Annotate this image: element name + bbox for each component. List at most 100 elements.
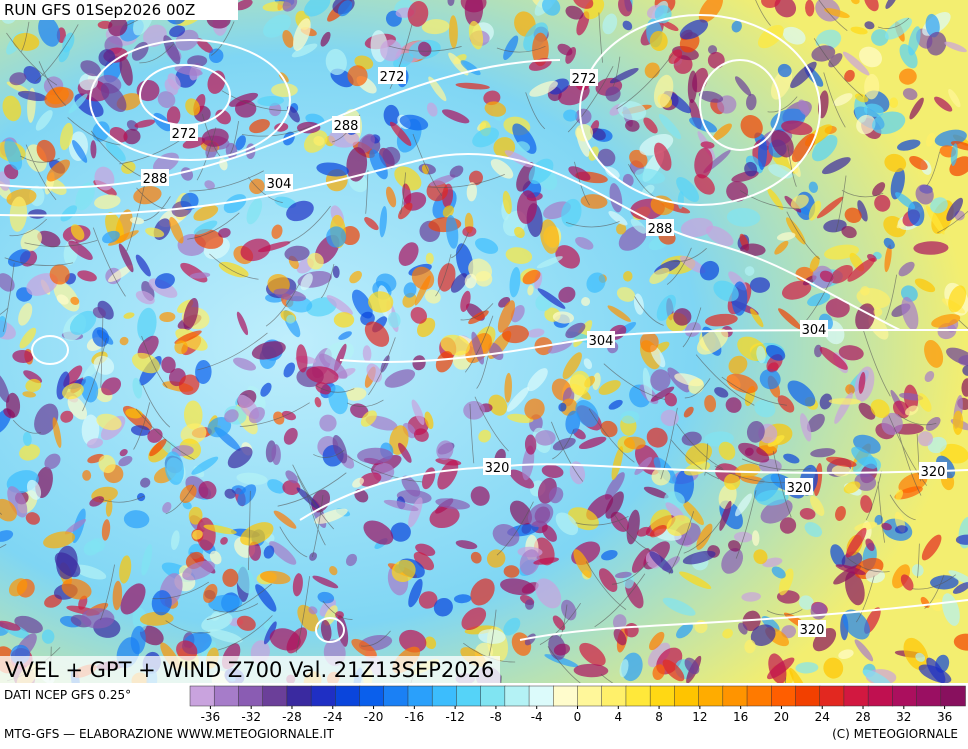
field-blob — [909, 97, 924, 120]
field-blob — [650, 386, 675, 402]
field-blob — [864, 0, 879, 12]
field-blob — [174, 65, 203, 76]
field-blob — [182, 560, 215, 581]
footer-left: MTG-GFS — ELABORAZIONE WWW.METEOGIORNALE… — [4, 727, 335, 741]
field-blob — [541, 464, 564, 478]
field-blob — [357, 447, 393, 464]
streamline — [525, 92, 546, 130]
field-blob — [898, 68, 917, 85]
colorbar-swatch — [601, 685, 627, 707]
contour-label: 304 — [802, 323, 827, 338]
field-blob — [6, 81, 30, 94]
field-blob — [246, 198, 263, 225]
field-blob — [516, 190, 537, 224]
field-blob — [808, 200, 822, 221]
field-blob — [552, 311, 575, 324]
field-blob — [9, 72, 27, 86]
field-blob — [453, 594, 472, 604]
field-blob — [642, 367, 653, 402]
field-blob — [597, 148, 616, 167]
field-blob — [646, 427, 668, 448]
colorbar-tick-label: 12 — [692, 710, 707, 724]
field-blob — [634, 168, 666, 184]
field-blob — [176, 640, 198, 661]
field-blob — [847, 257, 876, 282]
field-blob — [90, 140, 97, 159]
field-blob — [119, 56, 133, 86]
field-blob — [948, 285, 967, 313]
field-blob — [9, 196, 28, 232]
streamline — [313, 449, 345, 458]
field-blob — [359, 472, 382, 487]
field-blob — [753, 549, 768, 565]
field-blob — [953, 633, 968, 651]
field-blob — [808, 181, 819, 193]
field-blob — [64, 518, 87, 535]
field-blob — [614, 571, 632, 579]
field-blob — [162, 502, 172, 513]
field-blob — [625, 119, 640, 132]
contour-label: 272 — [172, 127, 197, 142]
field-blob — [704, 395, 717, 413]
field-blob — [810, 448, 836, 458]
field-blob — [240, 522, 274, 546]
streamline — [755, 0, 771, 26]
contour-labels: 272 272 272 288 288 304 288 304 304 320 320 320 320 — [141, 67, 947, 638]
field-blob — [188, 506, 203, 525]
streamline — [496, 501, 534, 556]
field-blob — [130, 625, 146, 655]
field-blob — [319, 414, 337, 432]
streamline — [152, 581, 210, 600]
field-blob — [860, 286, 870, 296]
streamline — [189, 170, 264, 192]
field-blob — [917, 431, 933, 447]
field-blob — [227, 446, 253, 469]
field-blob — [707, 45, 718, 55]
field-blob — [17, 90, 47, 102]
streamline — [464, 315, 494, 373]
streamline — [241, 125, 312, 137]
field-blob — [607, 305, 631, 322]
field-blob — [850, 26, 868, 35]
streamline — [889, 494, 916, 521]
field-blob — [874, 514, 883, 525]
field-blob — [741, 592, 761, 602]
field-blob — [282, 29, 294, 48]
field-blob — [462, 226, 477, 237]
streamline — [247, 176, 283, 203]
field-blob — [135, 290, 155, 305]
field-blob — [725, 397, 742, 413]
streamline — [367, 337, 396, 396]
field-blob — [260, 570, 291, 585]
field-blob — [844, 69, 855, 82]
field-blob — [902, 88, 918, 100]
field-blob — [164, 78, 179, 96]
field-blob — [682, 550, 716, 565]
field-blob — [25, 512, 40, 525]
field-blob — [650, 195, 675, 216]
field-blob — [524, 633, 536, 646]
field-blob — [101, 377, 122, 396]
field-blob — [472, 127, 499, 148]
field-blob — [558, 286, 576, 303]
field-blob — [804, 522, 823, 538]
field-blob — [579, 642, 606, 667]
field-blob — [233, 357, 256, 371]
field-blob — [69, 310, 97, 335]
field-blob — [455, 82, 490, 90]
field-blob — [201, 612, 233, 632]
colorbar-swatch — [310, 685, 337, 707]
field-blob — [178, 374, 200, 395]
streamline — [217, 615, 273, 651]
field-blob — [325, 48, 347, 76]
streamline — [547, 646, 581, 683]
field-blob — [257, 95, 285, 107]
streamline — [634, 296, 664, 326]
field-blob — [666, 515, 692, 536]
field-blob — [119, 336, 129, 346]
field-blob — [408, 497, 423, 528]
field-blob — [756, 489, 789, 506]
field-blob — [787, 380, 816, 407]
streamline — [365, 170, 369, 214]
field-blob — [281, 410, 297, 421]
